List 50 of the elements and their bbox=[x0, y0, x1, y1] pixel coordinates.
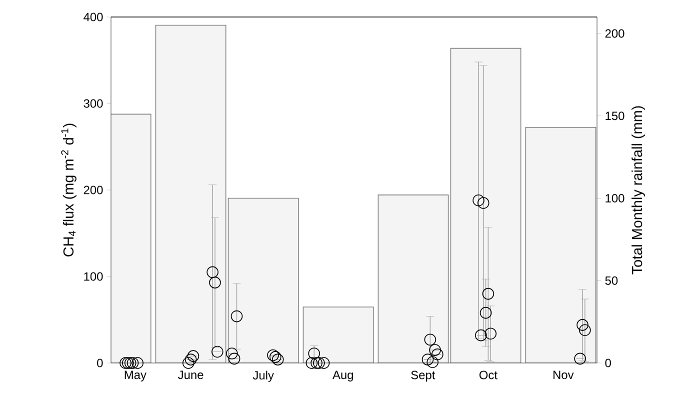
y-tick-label: 0 bbox=[97, 358, 103, 368]
point bbox=[422, 354, 434, 366]
x-tick-label: Nov bbox=[554, 370, 574, 380]
y2-tick-label: 0 bbox=[605, 358, 611, 368]
bar bbox=[525, 126, 596, 363]
point bbox=[432, 348, 444, 360]
point bbox=[206, 266, 218, 278]
y-tick-label: 100 bbox=[84, 272, 103, 281]
y-axis-title: CH$_{4}$ flux (mg m$^{-2}$ d$^{-1}$) bbox=[61, 124, 76, 256]
point bbox=[308, 348, 320, 360]
point bbox=[270, 351, 282, 363]
y2-tick-label: 200 bbox=[605, 29, 624, 38]
x-tick-label: Oct bbox=[479, 370, 498, 380]
point bbox=[230, 310, 243, 322]
point bbox=[579, 324, 591, 336]
point bbox=[182, 357, 194, 369]
x-tick-label: Sept bbox=[411, 370, 436, 382]
point bbox=[187, 350, 200, 362]
point bbox=[228, 352, 240, 365]
point bbox=[424, 334, 436, 346]
y-tick-label: 200 bbox=[84, 186, 103, 194]
point bbox=[472, 194, 484, 206]
x-tick-label: May bbox=[124, 370, 146, 382]
point bbox=[211, 346, 224, 358]
y2-tick-label: 100 bbox=[606, 194, 624, 202]
point bbox=[272, 354, 284, 366]
x-tick-label: July bbox=[252, 370, 274, 382]
y-tick-label: 300 bbox=[84, 99, 103, 108]
y2-axis-title: Total Monthly rainfall (mm) bbox=[632, 106, 646, 274]
point bbox=[429, 344, 441, 356]
x-tick-label: Aug bbox=[332, 370, 353, 382]
y-tick-label: 400 bbox=[84, 12, 103, 22]
bar bbox=[228, 198, 298, 363]
y2-tick-label: 150 bbox=[606, 112, 624, 120]
point bbox=[209, 276, 221, 288]
point bbox=[480, 306, 492, 319]
point bbox=[477, 197, 490, 209]
point bbox=[184, 354, 197, 366]
point bbox=[126, 357, 139, 369]
x-tick-label: June bbox=[178, 370, 204, 380]
bar bbox=[156, 25, 226, 363]
point bbox=[576, 319, 588, 331]
point bbox=[484, 328, 497, 340]
y2-tick-label: 50 bbox=[605, 276, 618, 285]
point bbox=[226, 348, 238, 360]
bar bbox=[303, 306, 374, 363]
bar bbox=[378, 194, 448, 363]
bar bbox=[450, 48, 521, 363]
point bbox=[267, 349, 279, 362]
point bbox=[482, 288, 494, 300]
